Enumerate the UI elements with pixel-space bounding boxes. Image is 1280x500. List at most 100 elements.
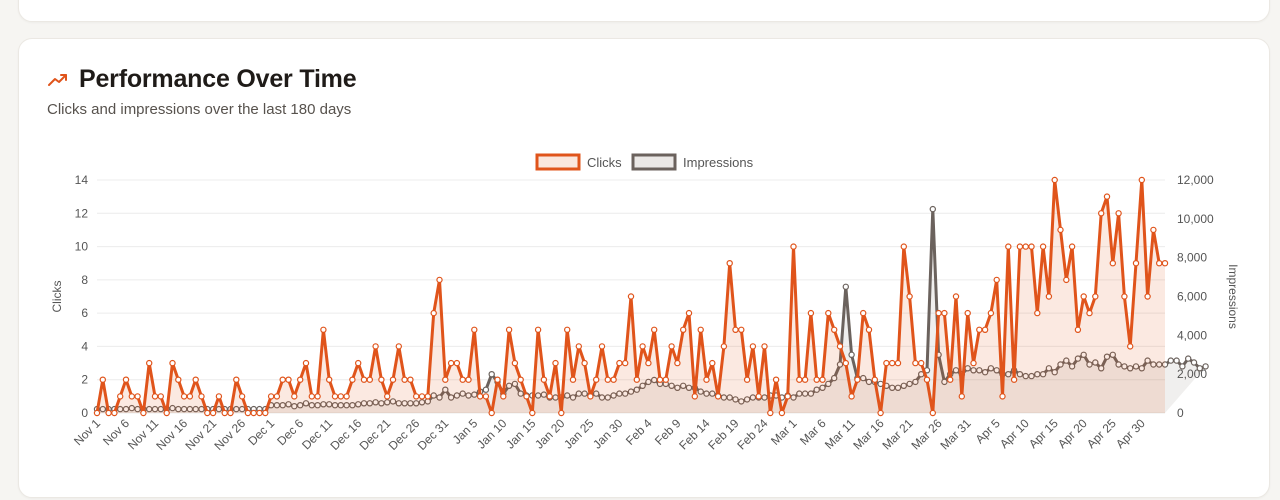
impressions-point — [122, 405, 130, 413]
x-tick-label: Mar 31 — [937, 416, 974, 453]
clicks-point — [140, 409, 147, 417]
clicks-point — [233, 376, 240, 383]
clicks-point — [198, 393, 205, 400]
impressions-point — [534, 392, 542, 399]
clicks-point — [697, 326, 704, 333]
impressions-point — [314, 402, 321, 409]
impressions-point — [297, 402, 304, 409]
clicks-point — [343, 393, 350, 400]
impressions-point — [645, 378, 652, 386]
impressions-point — [906, 380, 913, 388]
clicks-point — [825, 309, 832, 317]
clicks-point — [111, 409, 118, 417]
impressions-point — [1202, 363, 1209, 370]
clicks-point — [778, 409, 786, 417]
impressions-point — [1126, 365, 1134, 372]
impressions-point — [302, 400, 310, 407]
x-tick-label: Feb 4 — [623, 416, 655, 448]
clicks-point — [517, 376, 524, 383]
x-tick-label: Dec 1 — [245, 416, 277, 448]
clicks-point — [534, 326, 542, 333]
clicks-point — [175, 376, 182, 383]
impressions-point — [505, 382, 513, 389]
x-tick-label: Mar 21 — [879, 416, 916, 453]
impressions-point — [128, 404, 135, 412]
impressions-point — [430, 392, 437, 399]
impressions-point — [192, 405, 199, 413]
x-tick-label: Dec 26 — [386, 416, 423, 453]
impressions-point — [581, 390, 588, 397]
previous-card — [18, 0, 1270, 22]
clicks-point — [633, 376, 641, 383]
impressions-point — [743, 396, 751, 403]
clicks-point — [360, 376, 368, 383]
impressions-point — [511, 380, 519, 388]
impressions-point — [1080, 351, 1087, 358]
x-tick-label: Jan 20 — [532, 416, 568, 452]
clicks-point — [958, 393, 966, 400]
impressions-point — [825, 380, 832, 388]
clicks-point — [1080, 293, 1087, 300]
clicks-point — [1103, 193, 1111, 200]
impressions-point — [372, 399, 379, 406]
clicks-point — [964, 309, 971, 317]
clicks-point — [186, 393, 194, 400]
clicks-point — [1016, 243, 1024, 250]
clicks-point — [685, 309, 693, 317]
clicks-point — [320, 326, 327, 333]
clicks-point — [755, 393, 762, 400]
x-tick-label: Dec 16 — [328, 416, 365, 453]
clicks-point — [169, 359, 176, 367]
clicks-point — [192, 376, 199, 383]
clicks-point — [981, 326, 989, 333]
x-tick-label: Apr 10 — [997, 416, 1032, 451]
impressions-point — [801, 390, 809, 397]
clicks-point — [912, 359, 919, 367]
y-axis-title-right: Impressions — [1226, 264, 1240, 329]
impressions-point — [279, 402, 286, 409]
impressions-point — [987, 365, 995, 372]
clicks-point — [587, 393, 594, 400]
clicks-point — [674, 359, 681, 367]
impressions-point — [482, 386, 490, 393]
impressions-point — [651, 376, 658, 384]
impressions-point — [1005, 371, 1012, 378]
clicks-point — [285, 376, 292, 383]
impressions-point — [993, 367, 1000, 374]
clicks-point — [413, 393, 420, 400]
clicks-point — [993, 276, 1000, 284]
clicks-point — [796, 376, 803, 383]
impressions-point — [627, 388, 635, 395]
x-tick-label: Mar 11 — [822, 416, 858, 452]
clicks-point — [1005, 243, 1012, 250]
clicks-point — [500, 393, 507, 400]
impressions-point — [622, 390, 629, 397]
impressions-point — [1051, 369, 1058, 376]
clicks-point — [372, 343, 379, 350]
clicks-point — [180, 393, 188, 400]
impressions-point — [395, 400, 402, 407]
impressions-point — [1115, 361, 1122, 368]
impressions-point — [488, 371, 495, 378]
clicks-point — [273, 393, 281, 400]
impressions-point — [900, 382, 908, 389]
legend-swatch-clicks — [535, 153, 581, 171]
impressions-point — [976, 367, 983, 374]
impressions-point — [1138, 365, 1146, 372]
clicks-point — [505, 326, 513, 333]
legend-swatch-impressions — [631, 153, 677, 171]
x-tick-label: Feb 24 — [734, 416, 771, 453]
clicks-point — [627, 293, 635, 300]
impressions-point — [1179, 363, 1186, 370]
clicks-point — [900, 243, 908, 250]
clicks-point — [767, 409, 774, 417]
impressions-point — [1196, 365, 1204, 372]
clicks-point — [308, 393, 315, 400]
impressions-point — [952, 367, 960, 374]
impressions-point — [610, 392, 617, 399]
impressions-point — [198, 405, 205, 413]
clicks-point — [238, 393, 246, 400]
clicks-point — [331, 393, 339, 400]
clicks-point — [157, 393, 164, 400]
clicks-point — [250, 409, 257, 417]
